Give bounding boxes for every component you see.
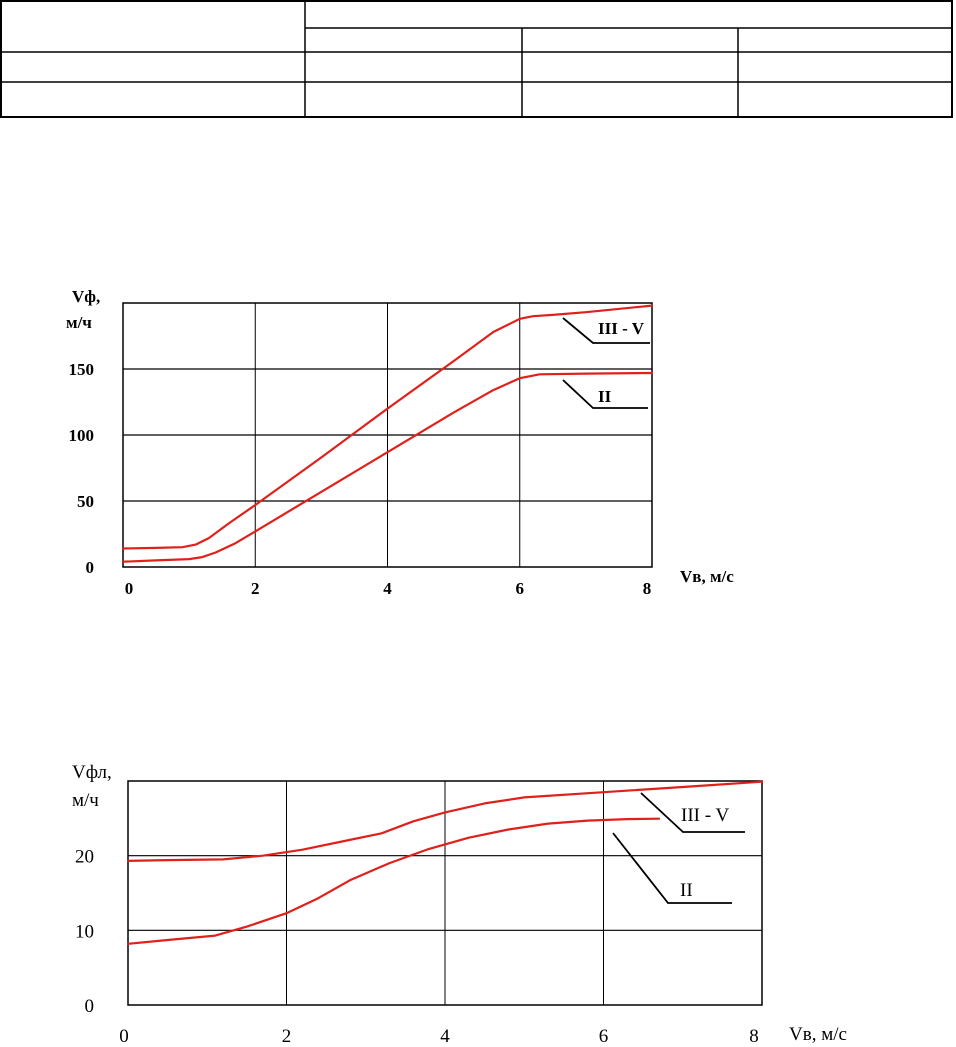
chart-2-callout-leader-iii-v [640, 792, 745, 833]
chart-2-grid [127, 780, 763, 1006]
y-tick-label: 150 [69, 360, 95, 379]
chart-1-series [121, 304, 654, 563]
y-tick-label: 0 [85, 996, 95, 1017]
chart-1-y-ticks: 0 50 100 150 [69, 360, 95, 577]
chart-1-y-label-line-1: Vф, [72, 287, 100, 306]
y-tick-label: 20 [75, 847, 94, 868]
plot-frame [122, 302, 653, 568]
chart-2-callout-leader-ii [612, 832, 732, 904]
series-line-ii [126, 817, 661, 945]
y-tick-label: 100 [69, 426, 95, 445]
chart-1-x-label: Vв, м/с [680, 567, 734, 586]
x-tick-label: 6 [516, 579, 525, 598]
x-tick-label: 4 [383, 579, 392, 598]
x-tick-label: 2 [282, 1026, 292, 1047]
chart-1-series-label-ii: II [598, 387, 612, 406]
x-tick-label: 0 [125, 579, 134, 598]
y-tick-label: 50 [77, 492, 94, 511]
empty-table [0, 0, 953, 118]
y-tick-label: 10 [75, 921, 94, 942]
x-tick-label: 0 [119, 1026, 129, 1047]
series-line-iii-v [121, 304, 654, 550]
chart-2-x-label: Vв, м/с [789, 1024, 847, 1045]
chart-2-series [126, 780, 764, 945]
chart-1-series-label-iii-v: III - V [598, 319, 645, 338]
table-border [0, 0, 953, 118]
series-line-iii-v [126, 780, 764, 863]
y-tick-label: 0 [86, 558, 95, 577]
chart-1-y-label-line-2: м/ч [66, 313, 92, 332]
x-tick-label: 8 [749, 1026, 759, 1047]
chart-1-x-ticks: 0 2 4 6 8 [125, 579, 652, 598]
chart-2-y-ticks: 0 10 20 [75, 847, 94, 1017]
chart-1-callout-leader-ii [562, 379, 648, 409]
chart-2-series-label-ii: II [680, 880, 693, 901]
chart-2-y-label-line-2: м/ч [72, 790, 99, 811]
plot-frame [127, 780, 763, 1006]
x-tick-label: 4 [440, 1026, 450, 1047]
chart-2-y-label-line-1: Vфл, [72, 762, 112, 783]
series-line-ii [121, 371, 654, 563]
x-tick-label: 6 [599, 1026, 609, 1047]
x-tick-label: 2 [251, 579, 260, 598]
chart-1-callout-leader-iii-v [562, 317, 650, 344]
chart-2-x-ticks: 0 2 4 6 8 [119, 1026, 759, 1047]
chart-2-series-label-iii-v: III - V [681, 805, 729, 826]
chart-2: 0 2 4 6 8 0 10 20 Vфл, м/ч Vв, м/с III - V II [72, 762, 847, 1047]
x-tick-label: 8 [643, 579, 652, 598]
chart-1-grid [122, 302, 653, 568]
